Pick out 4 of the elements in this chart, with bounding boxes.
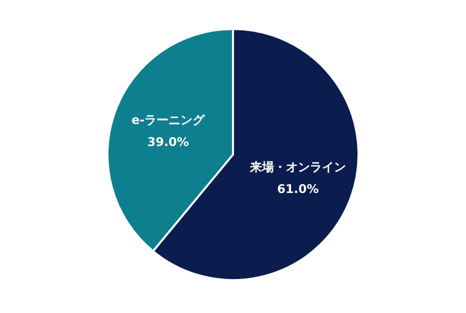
slice-label: 来場・オンライン	[248, 160, 346, 174]
slice-label: e-ラーニング	[131, 113, 206, 128]
data-label: 39.0%	[147, 135, 189, 150]
data-label: 61.0%	[277, 182, 319, 196]
